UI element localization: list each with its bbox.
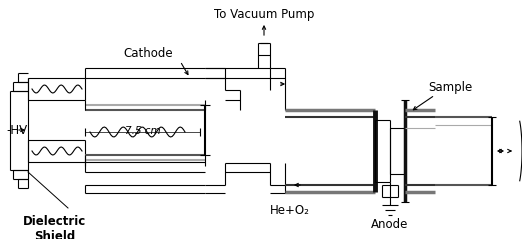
Text: He+O₂: He+O₂ xyxy=(270,203,310,217)
Text: To Vacuum Pump: To Vacuum Pump xyxy=(214,7,314,21)
Text: Dielectric
Shield: Dielectric Shield xyxy=(23,215,87,239)
Text: -HV: -HV xyxy=(6,124,27,136)
Text: Anode: Anode xyxy=(371,218,409,232)
Text: Sample: Sample xyxy=(428,81,472,94)
Text: 7.5 cm: 7.5 cm xyxy=(125,126,161,136)
Text: Cathode: Cathode xyxy=(123,47,173,60)
